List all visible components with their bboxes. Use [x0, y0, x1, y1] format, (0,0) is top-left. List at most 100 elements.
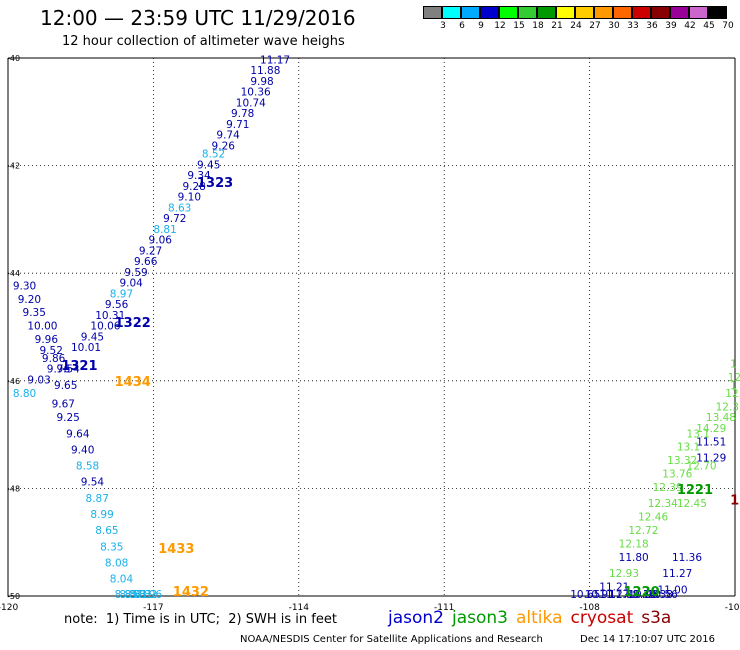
wave-height-label: 9.10	[178, 192, 201, 204]
scale-swatch	[651, 6, 670, 19]
wave-height-label: 10.36	[241, 87, 271, 99]
lon-tick-label: -111	[434, 603, 454, 613]
wave-height-label: 11.36	[672, 552, 702, 564]
wave-height-label: 8.81	[153, 224, 176, 236]
satellite-legend-item: jason2	[388, 608, 444, 628]
scale-swatch	[480, 6, 499, 19]
wave-height-label: 10.65	[570, 589, 600, 601]
wave-height-label: 9.86	[42, 353, 66, 365]
wave-height-label: 9.74	[216, 130, 240, 142]
wave-height-label: 8.80	[13, 388, 36, 400]
wave-height-label: 10.00	[27, 321, 57, 333]
wave-height-label: 9.28	[182, 181, 205, 193]
wave-height-label: 9.54	[56, 364, 80, 376]
wave-height-label: 9.40	[71, 444, 94, 456]
wave-height-label: 10.06	[90, 321, 120, 333]
scale-label: 42	[684, 21, 696, 31]
generated-timestamp: Dec 14 17:10:07 UTC 2016	[580, 634, 715, 645]
wave-height-label: 9.59	[124, 267, 147, 279]
wave-height-label: 9.67	[52, 399, 75, 411]
scale-label: 70	[722, 21, 734, 31]
wave-height-label: 8.57	[119, 589, 142, 601]
scale-label: 18	[532, 21, 544, 31]
lat-tick-label: -44	[7, 269, 20, 278]
scale-label: 15	[513, 21, 525, 31]
wave-height-label: 11.17	[260, 54, 290, 66]
wave-height-labels: 11.1711.889.9810.3610.749.789.719.749.26…	[13, 54, 740, 601]
wave-height-label: 9.78	[231, 108, 254, 120]
wave-height-label: 13.1	[677, 442, 700, 454]
wave-height-label: 9.06	[149, 235, 173, 247]
wave-height-label: 8.58	[76, 461, 99, 473]
units-note: note: 1) Time is in UTC; 2) SWH is in fe…	[64, 612, 337, 627]
wave-height-label: 11.38	[643, 589, 673, 601]
wave-height-label: 9.74	[633, 589, 657, 601]
wave-height-label: 9.72	[163, 213, 186, 225]
wave-height-label: 9.27	[139, 245, 162, 257]
wave-height-label: 8.87	[86, 493, 109, 505]
pass-id-label: 16	[730, 494, 740, 509]
wave-height-label: 9.65	[54, 380, 77, 392]
wave-height-label: 10.31	[95, 310, 125, 322]
page-title: 12:00 — 23:59 UTC 11/29/2016	[40, 6, 356, 30]
scale-swatch	[708, 6, 727, 19]
scale-swatch	[423, 6, 442, 19]
pass-id-label: 1321	[61, 359, 97, 374]
scale-swatch	[461, 6, 480, 19]
scale-label: 9	[478, 21, 484, 31]
wave-height-label: 10.01	[71, 342, 101, 354]
map-tick-labels: -120 -117 -114 -111 -108 -105 -40 -42 -44 -46 -48 -…	[0, 54, 740, 613]
scale-label: 12	[494, 21, 506, 31]
scale-swatch	[537, 6, 556, 19]
scale-swatch	[442, 6, 461, 19]
scale-label: 3	[440, 21, 446, 31]
wave-height-label: 8.31	[129, 589, 152, 601]
wave-height-label: 12.	[725, 388, 740, 400]
wave-height-label: 11.27	[662, 568, 692, 580]
scale-swatch	[689, 6, 708, 19]
scale-swatch	[556, 6, 575, 19]
wave-height-label: 11.51	[696, 436, 726, 448]
lon-tick-label: -105	[725, 603, 740, 613]
lat-tick-label: -46	[7, 377, 20, 386]
scale-swatch	[594, 6, 613, 19]
wave-height-label: 8.04	[110, 574, 134, 586]
map-grid	[7, 57, 736, 597]
lat-tick-label: -48	[7, 484, 20, 493]
wave-height-label: 12.3	[716, 401, 739, 413]
pass-id-label: 1220	[624, 585, 660, 600]
wave-height-label: 8.85	[115, 589, 138, 601]
pass-id-label: 1433	[158, 542, 194, 557]
wave-height-label: 8.99	[90, 509, 113, 521]
wave-height-label: 11.80	[619, 552, 649, 564]
wave-height-label: 11.00	[657, 584, 687, 596]
page-subtitle: 12 hour collection of altimeter wave hei…	[62, 34, 345, 49]
wave-height-label: 9.34	[187, 170, 211, 182]
wave-height-label: 9.52	[40, 345, 63, 357]
scale-label: 36	[646, 21, 658, 31]
wave-height-label: 13.1	[687, 428, 710, 440]
scale-swatch	[518, 6, 537, 19]
wave-height-label: 11.29	[696, 453, 726, 465]
pass-id-labels: 1323 1322 1321 1434 1433 1432 1221 1220 16	[61, 176, 740, 600]
wave-height-label: 9.35	[23, 307, 46, 319]
wave-height-label: 13.32	[667, 455, 697, 467]
satellite-legend-item: jason3	[452, 608, 508, 628]
scale-label: 39	[665, 21, 677, 31]
wave-height-label: 11.27	[599, 589, 629, 601]
wave-height-label: 12.72	[628, 525, 658, 537]
wave-height-label: 9.45	[81, 331, 104, 343]
wave-height-label: 12.93	[609, 568, 639, 580]
wave-height-label: 10.91	[585, 589, 615, 601]
wave-height-label: 12.70	[687, 461, 717, 473]
wave-height-label: 9.04	[119, 278, 143, 290]
wave-height-label: 9.25	[56, 412, 79, 424]
wave-height-label: 9.45	[197, 159, 220, 171]
wave-height-label: 9.71	[226, 119, 249, 131]
satellite-legend-item: altika	[516, 608, 563, 628]
wave-height-label: 8.65	[95, 525, 118, 537]
wave-height-label: 12	[728, 372, 740, 384]
wave-height-label: 9.98	[250, 76, 273, 88]
scale-label: 45	[703, 21, 715, 31]
